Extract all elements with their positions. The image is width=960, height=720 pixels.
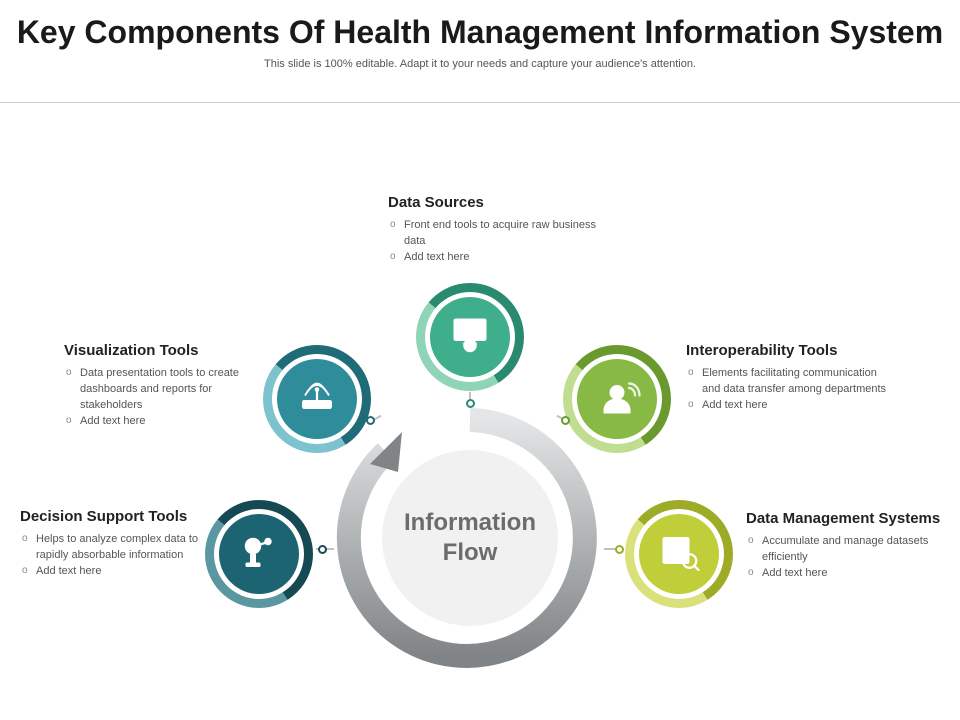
hub-label: Information Flow — [382, 508, 558, 568]
bullet: Elements facilitating communication and … — [686, 366, 896, 398]
textblock-decision: Decision Support Tools Helps to analyze c… — [20, 508, 230, 580]
bullet: Add text here — [20, 564, 230, 580]
node-title: Decision Support Tools — [20, 508, 230, 526]
bullet-list: Accumulate and manage datasets efficient… — [746, 534, 956, 582]
connector-dot — [615, 545, 624, 554]
node-title: Visualization Tools — [64, 342, 274, 360]
connector-dot — [318, 545, 327, 554]
slide: Key Components Of Health Management Info… — [0, 0, 960, 720]
bullet-list: Data presentation tools to create dashbo… — [64, 366, 274, 430]
textblock-interoperability: Interoperability Tools Elements facilitat… — [686, 342, 896, 414]
textblock-visualization: Visualization Tools Data presentation too… — [64, 342, 274, 430]
node-data_mgmt — [625, 500, 733, 608]
data_mgmt-icon — [655, 528, 703, 581]
bullet: Add text here — [388, 250, 598, 266]
node-title: Data Management Systems — [746, 510, 956, 528]
bullet: Add text here — [686, 398, 896, 414]
node-disc — [639, 514, 719, 594]
data_sources-icon — [446, 311, 494, 364]
visualization-icon — [293, 373, 341, 426]
connector-dot — [466, 399, 475, 408]
interoperability-icon — [593, 373, 641, 426]
bullet-list: Helps to analyze complex data to rapidly… — [20, 532, 230, 580]
bullet: Front end tools to acquire raw business … — [388, 218, 598, 250]
bullet: Data presentation tools to create dashbo… — [64, 366, 274, 414]
node-data_sources — [416, 283, 524, 391]
bullet: Helps to analyze complex data to rapidly… — [20, 532, 230, 564]
bullet: Accumulate and manage datasets efficient… — [746, 534, 956, 566]
decision-icon — [235, 528, 283, 581]
textblock-data_sources: Data Sources Front end tools to acquire r… — [388, 194, 598, 266]
node-disc — [277, 359, 357, 439]
connector-dot — [366, 416, 375, 425]
diagram-area: Information Flow Data Sources Front end t… — [0, 0, 960, 720]
bullet: Add text here — [746, 566, 956, 582]
hub-circle: Information Flow — [382, 450, 558, 626]
node-disc — [430, 297, 510, 377]
textblock-data_mgmt: Data Management Systems Accumulate and ma… — [746, 510, 956, 582]
node-title: Interoperability Tools — [686, 342, 896, 360]
node-visualization — [263, 345, 371, 453]
bullet-list: Elements facilitating communication and … — [686, 366, 896, 414]
node-interoperability — [563, 345, 671, 453]
node-title: Data Sources — [388, 194, 598, 212]
bullet-list: Front end tools to acquire raw business … — [388, 218, 598, 266]
node-disc — [577, 359, 657, 439]
bullet: Add text here — [64, 414, 274, 430]
connector-dot — [561, 416, 570, 425]
node-disc — [219, 514, 299, 594]
